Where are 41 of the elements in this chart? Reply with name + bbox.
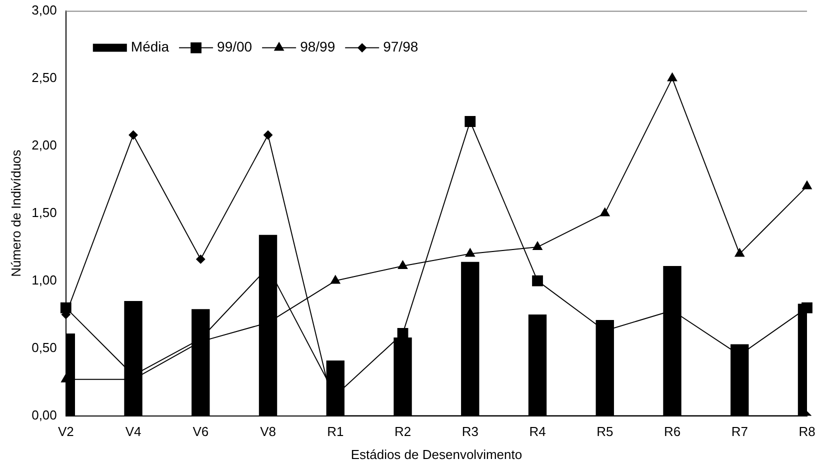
- point: [802, 180, 812, 190]
- point: [330, 275, 340, 284]
- point: [128, 130, 138, 140]
- x-tick-label: V2: [58, 424, 74, 440]
- x-tick-label: R1: [327, 424, 344, 440]
- y-tick-label: 1,00: [32, 272, 57, 288]
- y-axis-title: Número de Indivíduos: [8, 149, 24, 277]
- y-tick-label: 2,00: [32, 137, 57, 152]
- x-tick-label: R4: [529, 424, 546, 440]
- x-tick-label: V6: [192, 424, 209, 440]
- legend-label: 99/00: [217, 38, 252, 55]
- point: [464, 116, 476, 127]
- point: [600, 208, 610, 216]
- point: [398, 260, 408, 269]
- x-tick-label: R6: [664, 424, 681, 440]
- point: [734, 248, 744, 257]
- x-tick-label: V4: [125, 424, 142, 440]
- legend-label: 98/99: [300, 38, 336, 55]
- x-tick-label: R8: [798, 424, 816, 440]
- x-tick-label: R2: [394, 424, 412, 440]
- point: [667, 72, 678, 82]
- x-tick-label: R3: [462, 424, 478, 440]
- point: [532, 242, 542, 250]
- point: [196, 254, 206, 264]
- y-tick-label: 2,50: [32, 70, 57, 85]
- x-tick-label: R7: [731, 424, 748, 440]
- y-tick-label: 3,00: [32, 2, 57, 18]
- y-tick-label: 0,50: [32, 340, 57, 355]
- y-tick-label: 0,00: [32, 407, 57, 422]
- x-tick-label: R5: [596, 424, 614, 440]
- legend-label: 97/98: [383, 38, 418, 55]
- point: [397, 328, 408, 339]
- point: [802, 302, 812, 314]
- point: [465, 248, 475, 257]
- x-tick-label: V8: [260, 424, 276, 440]
- point: [264, 130, 273, 140]
- point: [532, 275, 543, 286]
- x-axis-title: Estádios de Desenvolvimento: [350, 446, 522, 462]
- point: [60, 302, 72, 314]
- y-tick-label: 1,50: [32, 204, 57, 220]
- legend-label: Média: [130, 38, 170, 55]
